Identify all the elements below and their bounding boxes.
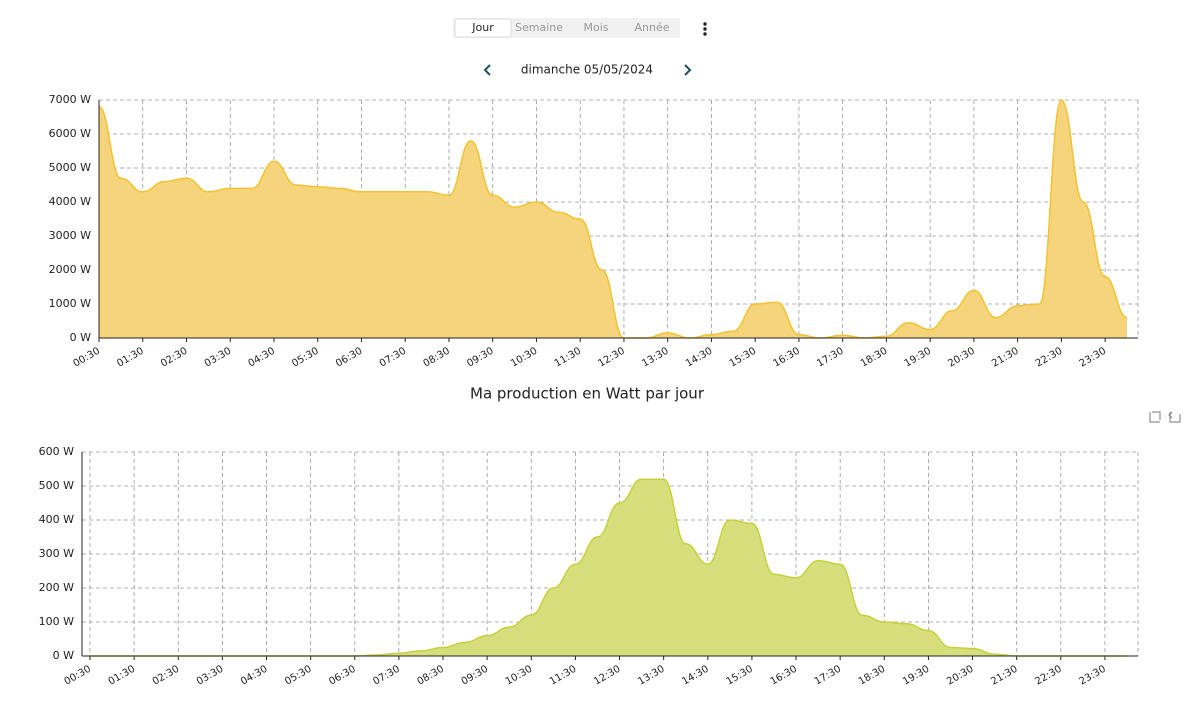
x-tick-label: 17:30: [815, 346, 845, 370]
x-tick-label: 03:30: [203, 346, 233, 370]
x-tick-label: 21:30: [990, 346, 1020, 370]
x-tick-label: 19:30: [903, 346, 933, 370]
y-tick-label: 0 W: [70, 331, 91, 344]
x-tick-label: 20:30: [945, 664, 975, 688]
x-tick-label: 22:30: [1034, 346, 1064, 370]
y-tick-label: 500 W: [39, 479, 74, 492]
y-tick-label: 400 W: [39, 513, 74, 526]
x-tick-label: 11:30: [553, 346, 583, 370]
active-tab-bg: [454, 18, 512, 38]
x-tick-label: 05:30: [283, 664, 313, 688]
x-tick-label: 15:30: [724, 664, 754, 688]
x-tick-label: 10:30: [509, 346, 539, 370]
x-tick-label: 01:30: [115, 346, 145, 370]
y-tick-label: 100 W: [39, 615, 74, 628]
area-fill: [90, 479, 1127, 656]
x-tick-label: 23:30: [1077, 664, 1107, 688]
tab[interactable]: Semaine: [515, 21, 563, 34]
x-tick-label: 12:30: [592, 664, 622, 688]
area-fill: [99, 100, 1127, 338]
chart-title: Ma production en Watt par jour: [470, 385, 705, 403]
x-tick-label: 08:30: [421, 346, 451, 370]
y-tick-label: 200 W: [39, 581, 74, 594]
y-tick-label: 7000 W: [49, 93, 91, 106]
x-tick-label: 01:30: [107, 664, 137, 688]
x-tick-label: 18:30: [859, 346, 889, 370]
next-day[interactable]: [684, 64, 692, 76]
x-tick-label: 00:30: [63, 664, 93, 688]
x-tick-label: 20:30: [946, 346, 976, 370]
y-tick-label: 1000 W: [49, 297, 91, 310]
date-label: dimanche 05/05/2024: [521, 63, 653, 77]
x-tick-label: 07:30: [378, 346, 408, 370]
x-tick-label: 13:30: [636, 664, 666, 688]
x-tick-label: 06:30: [334, 346, 364, 370]
x-tick-label: 21:30: [989, 664, 1019, 688]
tab[interactable]: Année: [634, 21, 669, 34]
x-tick-label: 05:30: [290, 346, 320, 370]
x-tick-label: 13:30: [640, 346, 670, 370]
y-tick-label: 2000 W: [49, 263, 91, 276]
area-line: [98, 99, 1128, 339]
tab[interactable]: Mois: [583, 21, 608, 34]
x-tick-label: 00:30: [72, 346, 102, 370]
y-tick-label: 600 W: [39, 445, 74, 458]
x-tick-label: 04:30: [239, 664, 269, 688]
x-tick-label: 17:30: [813, 664, 843, 688]
y-tick-label: 6000 W: [49, 127, 91, 140]
x-tick-label: 23:30: [1078, 346, 1108, 370]
prev-day[interactable]: [483, 64, 491, 76]
x-tick-label: 16:30: [769, 664, 799, 688]
x-tick-label: 18:30: [857, 664, 887, 688]
x-tick-label: 04:30: [247, 346, 277, 370]
x-tick-label: 16:30: [771, 346, 801, 370]
x-tick-label: 09:30: [465, 346, 495, 370]
y-tick-label: 300 W: [39, 547, 74, 560]
x-tick-label: 08:30: [416, 664, 446, 688]
x-tick-label: 03:30: [195, 664, 225, 688]
x-tick-label: 15:30: [728, 346, 758, 370]
x-tick-label: 12:30: [596, 346, 626, 370]
x-tick-label: 06:30: [327, 664, 357, 688]
tab[interactable]: Jour: [471, 21, 494, 34]
x-tick-label: 09:30: [460, 664, 490, 688]
x-tick-label: 14:30: [684, 346, 714, 370]
x-tick-label: 11:30: [548, 664, 578, 688]
y-tick-label: 4000 W: [49, 195, 91, 208]
menu-button[interactable]: [703, 22, 707, 36]
y-tick-label: 5000 W: [49, 161, 91, 174]
x-tick-label: 22:30: [1033, 664, 1063, 688]
x-tick-label: 14:30: [680, 664, 710, 688]
x-tick-label: 02:30: [151, 664, 181, 688]
zoom-icons[interactable]: [1149, 411, 1181, 423]
x-tick-label: 02:30: [159, 346, 189, 370]
y-tick-label: 0 W: [53, 649, 74, 662]
y-tick-label: 3000 W: [49, 229, 91, 242]
x-tick-label: 10:30: [504, 664, 534, 688]
x-tick-label: 07:30: [371, 664, 401, 688]
x-tick-label: 19:30: [901, 664, 931, 688]
